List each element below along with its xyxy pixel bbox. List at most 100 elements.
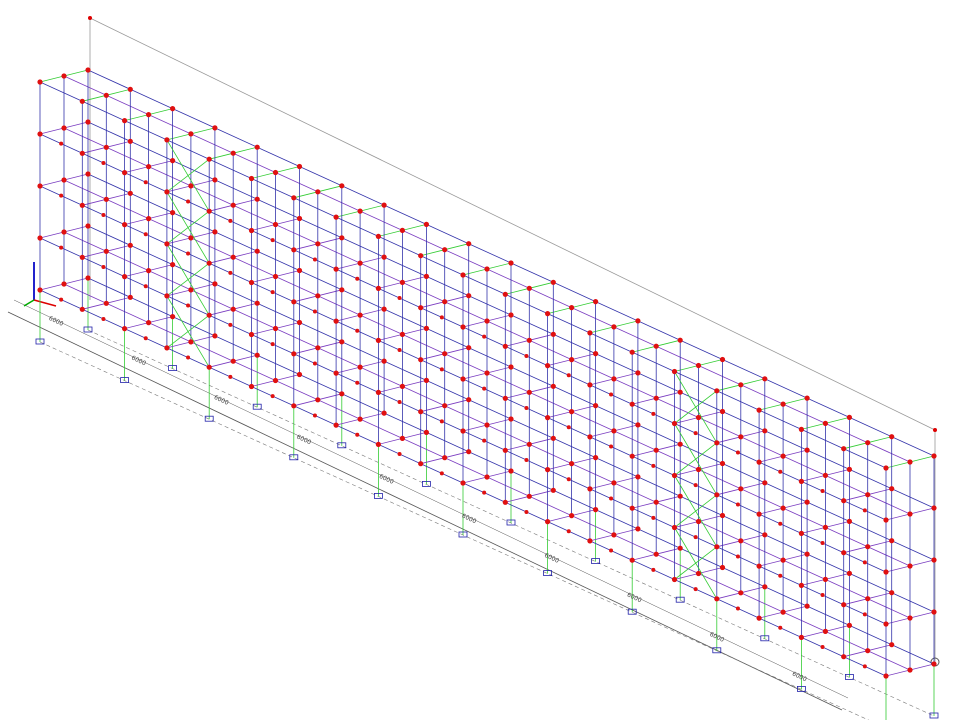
beam bbox=[716, 436, 741, 444]
node bbox=[355, 432, 360, 437]
node bbox=[315, 293, 321, 299]
node bbox=[143, 232, 148, 237]
beam bbox=[402, 438, 445, 459]
node bbox=[381, 254, 387, 260]
node bbox=[508, 416, 514, 422]
node bbox=[312, 257, 317, 262]
node bbox=[545, 519, 551, 525]
beam bbox=[82, 302, 107, 310]
node bbox=[312, 361, 317, 366]
node bbox=[230, 150, 236, 156]
node bbox=[651, 411, 656, 416]
node bbox=[442, 455, 448, 461]
beam bbox=[233, 308, 276, 329]
node bbox=[502, 447, 508, 453]
beam bbox=[740, 378, 765, 386]
node bbox=[122, 222, 128, 228]
node bbox=[61, 177, 67, 183]
node bbox=[846, 518, 853, 525]
beam bbox=[759, 455, 784, 463]
node bbox=[569, 357, 575, 363]
beam bbox=[275, 270, 300, 277]
beam bbox=[63, 173, 89, 181]
node bbox=[889, 590, 895, 596]
beam bbox=[190, 133, 234, 154]
node bbox=[671, 420, 678, 427]
node bbox=[59, 141, 64, 146]
node bbox=[526, 389, 532, 395]
node bbox=[931, 557, 937, 563]
node bbox=[79, 306, 85, 312]
beam bbox=[783, 553, 808, 561]
node bbox=[272, 273, 279, 280]
beam bbox=[825, 625, 850, 632]
beam bbox=[233, 354, 258, 362]
beam bbox=[529, 443, 572, 464]
beam bbox=[674, 573, 699, 580]
beam bbox=[595, 405, 639, 426]
beam bbox=[106, 146, 149, 167]
beam bbox=[740, 534, 765, 542]
beam bbox=[124, 114, 149, 121]
beam bbox=[275, 224, 318, 245]
beam bbox=[782, 559, 826, 580]
beam bbox=[849, 625, 892, 646]
beam bbox=[172, 316, 216, 337]
beam bbox=[801, 429, 844, 450]
node bbox=[186, 251, 191, 256]
beam bbox=[63, 127, 107, 148]
node bbox=[127, 294, 133, 300]
beam bbox=[613, 482, 657, 503]
node bbox=[103, 300, 109, 306]
node bbox=[291, 299, 297, 305]
node bbox=[397, 452, 402, 457]
beam bbox=[402, 224, 427, 231]
node bbox=[762, 376, 768, 382]
beam bbox=[82, 94, 107, 102]
node bbox=[820, 489, 825, 494]
node bbox=[883, 517, 889, 523]
node bbox=[524, 457, 529, 462]
beam bbox=[420, 301, 445, 309]
node bbox=[59, 245, 64, 250]
dimension-label: 6000 bbox=[626, 591, 643, 604]
node bbox=[272, 221, 279, 228]
node bbox=[418, 305, 424, 311]
beam bbox=[825, 475, 868, 496]
beam bbox=[359, 262, 403, 283]
node bbox=[502, 343, 508, 349]
node bbox=[635, 370, 641, 376]
beam bbox=[613, 320, 638, 328]
node bbox=[629, 557, 635, 563]
node bbox=[820, 645, 825, 650]
beam bbox=[909, 559, 935, 567]
beam bbox=[547, 359, 572, 366]
node bbox=[780, 557, 786, 563]
support bbox=[120, 377, 129, 384]
brace bbox=[674, 371, 718, 444]
node bbox=[103, 92, 109, 98]
node bbox=[508, 260, 514, 266]
node bbox=[693, 587, 698, 592]
beam bbox=[420, 405, 445, 413]
beam bbox=[293, 399, 318, 407]
beam bbox=[336, 210, 361, 218]
node bbox=[466, 397, 472, 403]
beam bbox=[209, 308, 234, 316]
node bbox=[484, 422, 490, 428]
node bbox=[439, 315, 444, 320]
node bbox=[381, 410, 387, 416]
beam bbox=[360, 360, 385, 368]
node bbox=[756, 459, 762, 465]
node bbox=[677, 493, 683, 499]
node bbox=[399, 227, 405, 233]
node bbox=[399, 279, 405, 285]
node bbox=[482, 386, 487, 391]
beam bbox=[849, 521, 892, 542]
dimension-label: 6000 bbox=[295, 433, 312, 446]
node bbox=[122, 118, 128, 124]
node bbox=[423, 273, 429, 279]
support bbox=[421, 480, 431, 487]
node bbox=[593, 507, 599, 513]
node bbox=[146, 320, 152, 326]
